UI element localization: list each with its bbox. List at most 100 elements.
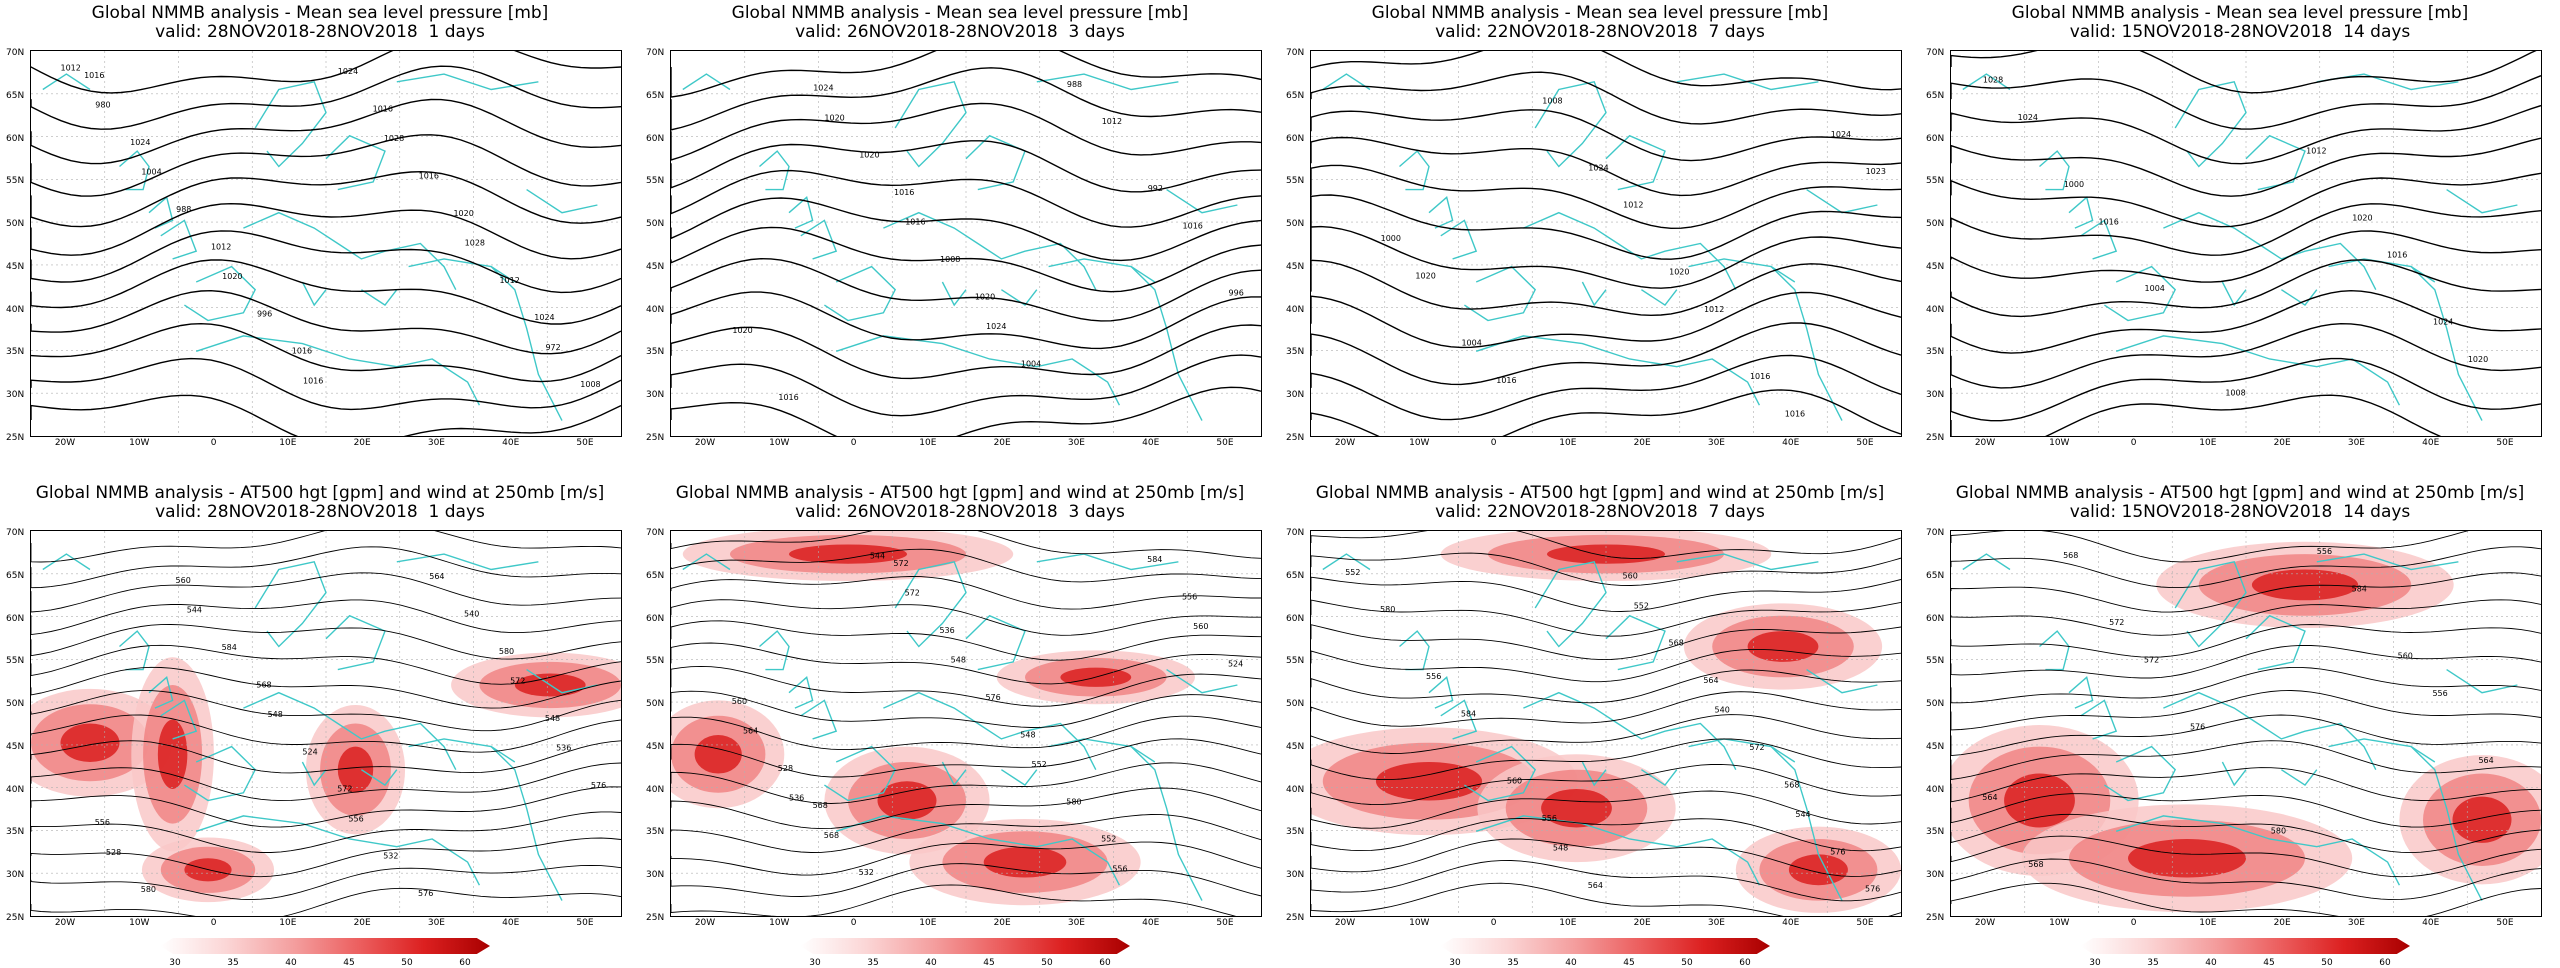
latitude-label: 25N [646,913,665,923]
panel-title: Global NMMB analysis - Mean sea level pr… [91,3,549,23]
isoline [1951,289,2541,354]
coastline [1962,553,2011,571]
latitude-label: 55N [6,176,25,187]
longitude-label: 30E [1707,918,1725,928]
latitude-label: 70N [6,528,25,538]
wind-shading [2452,796,2512,843]
isoline [31,51,621,94]
coastline [1581,281,1607,307]
isoline [1311,109,1901,162]
isoline [1311,790,1901,829]
panel-title: Global NMMB analysis - Mean sea level pr… [2011,3,2469,23]
latitude-label: 30N [1286,390,1305,401]
isoline [1311,714,1901,754]
coastline [1322,553,1371,571]
contour-label: 1020 [453,209,473,218]
coastline [1428,676,1454,709]
contour-label: 1012 [1704,305,1724,314]
isoline [1951,690,2541,731]
longitude-label: 10W [129,438,150,448]
contour-label: 584 [222,643,237,652]
isoline [1951,172,2541,228]
contour-label: 552 [1031,760,1046,769]
longitude-label: 30E [427,438,445,448]
coastline [965,614,1026,671]
isoline [1311,531,1901,559]
wind-shading [60,723,120,762]
isoline [31,357,621,411]
coastline [1806,669,1878,694]
contour-label: 572 [337,785,352,794]
contour-label: 1028 [1983,76,2003,85]
coastline [2163,691,2377,771]
contour-label: 1012 [1102,117,1122,126]
longitude-label: 10W [1409,438,1430,448]
contour-label: 540 [1715,706,1730,715]
contour-label: 572 [2144,655,2159,664]
panel-title: Global NMMB analysis - AT500 hgt [gpm] a… [35,483,605,503]
contour-label: 556 [1426,672,1441,681]
coastline [2115,335,2401,406]
contour-label: 564 [743,727,758,736]
longitude-label: 40E [1782,918,1800,928]
isoline [671,762,1261,804]
contour-label: 548 [1020,730,1035,739]
coastline [1475,335,1761,406]
isoline [1951,882,2541,916]
isoline [31,714,621,753]
isoline [671,715,1261,751]
coastline [788,196,814,229]
isoline [671,863,1261,897]
contour-label: 1020 [1669,268,1689,277]
coastline [2104,265,2177,322]
isoline [31,762,621,802]
latitude-label: 25N [6,433,25,443]
contour-label: 552 [1634,601,1649,610]
latitude-label: 45N [646,261,665,272]
isoline [1311,882,1901,916]
longitude-label: 10E [919,438,937,448]
contour-label: 1016 [373,104,393,113]
longitude-label: 10W [1409,918,1430,928]
mslp-map-panel: Global NMMB analysis - Mean sea level pr… [1920,0,2560,480]
contour-label: 1028 [384,134,404,143]
contour-label: 1024 [338,67,358,76]
isoline [671,841,1261,876]
contour-label: 568 [2063,551,2078,560]
coastline [1581,761,1607,787]
isoline [31,531,621,563]
coastline [1048,738,1156,763]
z500-wind-map-panel: Global NMMB analysis - AT500 hgt [gpm] a… [1920,480,2560,960]
isoline [1311,136,1901,197]
isoline [1951,546,2541,589]
contour-label: 1023 [1866,167,1886,176]
isoline [1951,394,2442,436]
isoline [1951,572,2541,613]
panel-title: Global NMMB analysis - AT500 hgt [gpm] a… [675,483,1245,503]
isoline [671,169,1261,228]
wind-shading [789,544,907,564]
isoline [671,576,1261,610]
longitude-label: 20E [1633,438,1651,448]
coastline [2104,745,2177,802]
latitude-label: 65N [1286,90,1305,101]
contour-label: 556 [348,814,363,823]
coastline [325,134,386,191]
contour-label: 996 [1229,288,1244,297]
contour-label: 584 [2352,584,2367,593]
latitude-label: 40N [1926,784,1945,795]
longitude-label: 50E [1216,438,1234,448]
isoline [1311,838,1901,877]
wind-shading [157,719,188,789]
latitude-label: 30N [646,870,665,881]
longitude-label: 10W [129,918,150,928]
isoline [671,738,1261,778]
coastline [2174,560,2247,648]
panel-valid-period: valid: 28NOV2018-28NOV2018 1 days [155,22,485,42]
map-area: 548 552 540 544 552 556 560 564 568 572 576 580 584 5… [1310,530,1902,917]
coastline [1962,73,2011,91]
isoline [1951,644,2541,679]
latitude-label: 50N [1926,219,1945,230]
latitude-label: 60N [1926,613,1945,624]
contour-label: 568 [256,680,271,689]
